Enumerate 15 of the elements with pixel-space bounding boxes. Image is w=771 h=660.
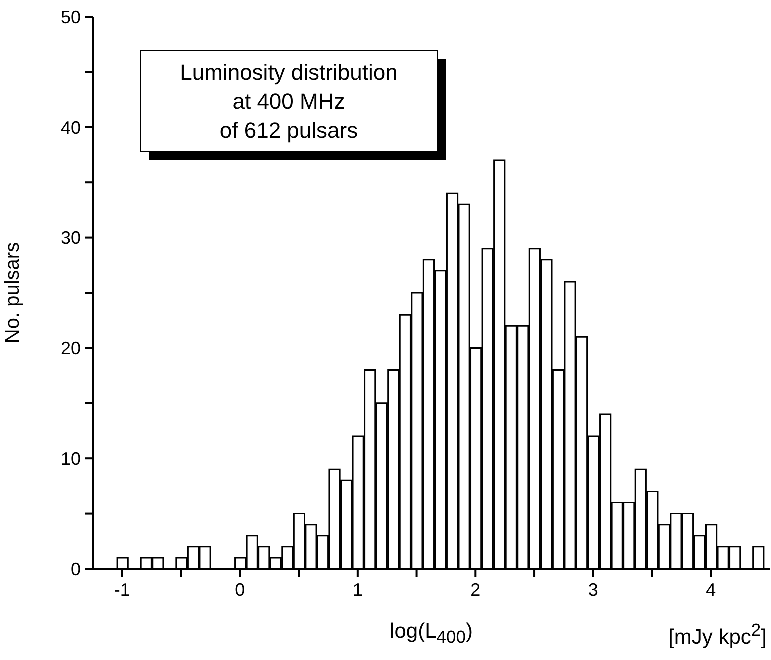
y-tick-label: 20 [60, 338, 81, 359]
y-tick-label: 0 [70, 559, 81, 580]
y-tick-label: 10 [60, 448, 81, 469]
x-tick-label: 0 [235, 580, 246, 600]
x-axis-title: log(L$_{400}$) [390, 620, 473, 648]
x-tick-label: 4 [706, 580, 716, 600]
text: [mJy kpc$^{2}$] [668, 620, 767, 650]
y-tick-label: 50 [60, 7, 81, 28]
y-axis-title: No. pulsars [2, 242, 24, 344]
x-tick-label: -1 [114, 580, 130, 600]
x-tick-label: 3 [588, 580, 598, 600]
x-tick-label: 1 [352, 580, 363, 600]
y-tick-label: 30 [60, 228, 81, 248]
y-tick-label: 40 [60, 118, 81, 138]
x-tick-label: 2 [470, 580, 481, 600]
